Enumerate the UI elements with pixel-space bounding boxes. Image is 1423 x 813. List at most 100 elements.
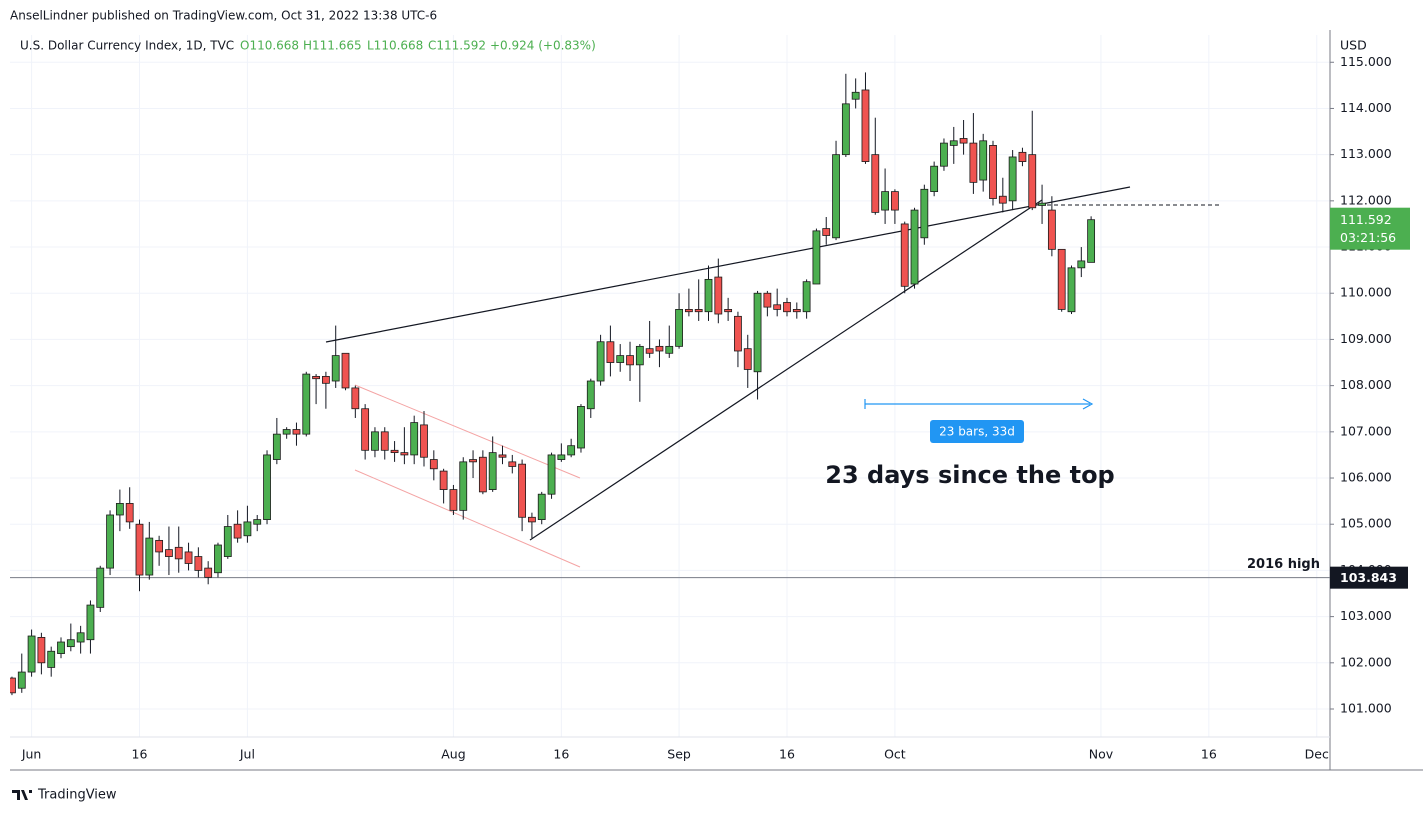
candle-body — [969, 142, 978, 183]
candle-body — [1077, 260, 1086, 269]
candle-body — [498, 454, 507, 458]
candle-body — [577, 406, 585, 449]
candle-body — [861, 89, 870, 162]
y-tick-label: 105.000 — [1340, 516, 1392, 531]
channel-line — [354, 384, 581, 479]
candle-body — [292, 429, 301, 435]
candle-body — [76, 632, 85, 643]
candle-body — [1008, 156, 1017, 202]
y-tick-label: 106.000 — [1340, 470, 1392, 485]
candle-body — [871, 154, 880, 213]
candle-body — [714, 276, 723, 315]
candle-body — [528, 516, 536, 523]
x-tick-label: 16 — [553, 747, 569, 762]
candle-body — [537, 493, 546, 520]
candle-body — [979, 140, 988, 181]
candle-body — [429, 459, 438, 470]
x-tick-label: Jun — [21, 747, 42, 762]
currency: USD — [1340, 38, 1367, 53]
candle-body — [165, 549, 173, 557]
candle-body — [420, 424, 428, 458]
footer: TradingView — [37, 788, 117, 803]
candle-body — [115, 503, 124, 516]
candle-body — [155, 539, 164, 553]
candle-body — [920, 188, 929, 239]
candle-body — [704, 278, 713, 313]
candle-body — [27, 635, 36, 673]
candle-body — [724, 309, 733, 313]
candle-body — [1038, 202, 1046, 206]
candle-body — [645, 348, 654, 354]
candle-body — [439, 470, 448, 490]
legend: U.S. Dollar Currency Index, 1D, TVC O110… — [20, 39, 596, 53]
logo-mark — [12, 790, 32, 800]
candle-body — [214, 544, 222, 574]
candle-body — [547, 454, 556, 495]
candle-body — [763, 292, 772, 308]
candle-body — [665, 345, 674, 354]
candle-body — [518, 463, 527, 518]
candle-body — [1067, 267, 1076, 313]
candle-body — [783, 302, 791, 313]
candle-body — [233, 523, 242, 539]
candles — [10, 72, 1096, 696]
last-price-label: 111.592 — [1340, 212, 1392, 227]
candle-body — [351, 387, 360, 410]
candle-body — [1018, 151, 1027, 162]
candle-body — [949, 140, 958, 146]
candle-body — [341, 352, 350, 389]
candle-body — [361, 408, 370, 451]
candle-body — [900, 223, 909, 287]
grid — [10, 35, 1330, 737]
candle-body — [626, 355, 634, 366]
candle-body — [321, 375, 330, 384]
candle-body — [371, 431, 379, 451]
candle-body — [910, 209, 919, 285]
countdown: 03:21:56 — [1340, 230, 1396, 245]
candle-body — [832, 154, 840, 239]
x-tick-label: 16 — [779, 747, 795, 762]
candle-body — [204, 567, 213, 578]
legend-value: H111.665 — [303, 39, 362, 53]
y-tick-label: 107.000 — [1340, 423, 1392, 438]
candle-body — [930, 165, 939, 193]
level-price-box — [1330, 566, 1408, 589]
level-label: 2016 high — [1247, 557, 1320, 572]
measure-arrow — [1082, 398, 1094, 410]
candle-body — [881, 191, 889, 211]
y-tick-label: 110.000 — [1340, 285, 1392, 300]
candle-body — [282, 429, 291, 435]
candle-body — [998, 195, 1007, 204]
candle-body — [449, 489, 458, 511]
candle-body — [684, 309, 693, 313]
drawings — [325, 186, 1220, 568]
candle-body — [557, 454, 566, 460]
y-tick-label: 114.000 — [1340, 100, 1392, 115]
candle-body — [57, 641, 65, 654]
x-tick-label: 16 — [1201, 747, 1217, 762]
legend-value: +0.924 (+0.83%) — [490, 39, 596, 53]
trendline — [529, 199, 1043, 541]
candle-body — [841, 103, 850, 156]
candle-body — [145, 537, 154, 576]
x-tick-label: Aug — [441, 747, 465, 762]
x-tick-label: 16 — [132, 747, 148, 762]
candle-body — [655, 345, 664, 352]
candle-body — [989, 145, 997, 199]
y-tick-label: 115.000 — [1340, 54, 1392, 69]
x-tick-label: Oct — [884, 747, 906, 762]
candle-body — [400, 452, 409, 456]
candle-body — [125, 503, 134, 523]
candle-body — [616, 355, 625, 363]
candle-body — [851, 91, 860, 100]
measure-box — [930, 420, 1024, 443]
candle-body — [106, 514, 114, 569]
candle-body — [606, 341, 615, 363]
y-tick-label: 108.000 — [1340, 377, 1392, 392]
candle-body — [312, 375, 320, 380]
y-tick-label: 101.000 — [1340, 701, 1392, 716]
candle-body — [488, 452, 497, 490]
candle-body — [734, 315, 742, 352]
candle-body — [802, 281, 811, 313]
